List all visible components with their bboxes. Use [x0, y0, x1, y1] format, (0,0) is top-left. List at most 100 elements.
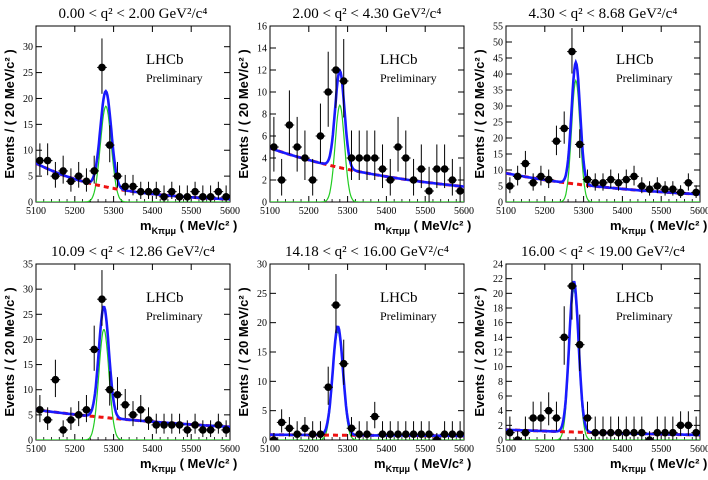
data-point — [270, 432, 279, 440]
y-tick-label: 15 — [23, 120, 33, 131]
x-tick-label: 5100 — [260, 206, 280, 217]
data-point — [190, 181, 200, 199]
data-marker — [129, 182, 137, 191]
data-point — [135, 394, 146, 423]
data-point — [182, 420, 193, 438]
data-point — [36, 143, 45, 176]
y-tick-label: 0 — [262, 198, 267, 209]
y-tick-label: 30 — [493, 102, 503, 113]
data-marker — [622, 428, 631, 437]
x-tick-label: 5400 — [612, 206, 632, 217]
data-marker — [630, 172, 638, 181]
data-point — [536, 165, 546, 186]
y-tick-label: 0 — [262, 436, 267, 447]
data-marker — [575, 140, 584, 149]
data-marker — [152, 421, 161, 429]
data-marker — [433, 165, 441, 173]
panel-title: 4.30 < q² < 8.68 GeV²/c⁴ — [528, 6, 677, 22]
data-point — [506, 416, 515, 440]
data-marker — [144, 416, 153, 424]
data-marker — [622, 175, 631, 184]
data-point — [112, 161, 123, 188]
data-point — [393, 421, 403, 440]
y-tick-label: 5 — [498, 182, 503, 193]
y-tick-label: 10 — [493, 166, 503, 177]
data-marker — [448, 176, 457, 184]
data-marker — [51, 375, 60, 384]
data-marker — [136, 187, 145, 196]
data-point — [424, 166, 434, 202]
data-marker — [308, 430, 317, 438]
data-marker — [552, 137, 561, 145]
data-marker — [168, 421, 176, 429]
chart-panel-5: 5100 5200 5300 5400 5500 5600 0 5 10 15 20 25 30 14.1… — [236, 244, 474, 474]
data-point — [159, 185, 169, 202]
data-point — [629, 416, 639, 440]
x-tick-label: 5600 — [454, 206, 474, 217]
data-marker — [448, 430, 457, 438]
data-point — [66, 407, 76, 430]
data-marker — [409, 430, 418, 438]
data-point — [660, 416, 670, 440]
data-point — [613, 416, 624, 440]
data-point — [205, 185, 216, 202]
x-tick-label: 5500 — [651, 206, 671, 217]
x-tick-label: 5600 — [220, 444, 240, 455]
data-point — [120, 174, 131, 196]
data-point — [300, 417, 310, 437]
data-marker — [513, 172, 522, 181]
chart-panel-1: 5100 5200 5300 5400 5500 5600 0 5 10 15 20 25 30 0.00… — [2, 6, 240, 236]
data-point — [683, 173, 694, 191]
data-point — [143, 181, 154, 199]
data-marker — [402, 154, 410, 162]
data-marker — [129, 411, 137, 419]
data-marker — [521, 428, 530, 437]
data-marker — [676, 421, 685, 430]
data-point — [629, 165, 639, 186]
data-marker — [277, 418, 286, 427]
y-tick-label: 0 — [28, 436, 33, 447]
y-tick-label: 18 — [493, 304, 503, 315]
panel-title: 2.00 < q² < 4.30 GeV²/c⁴ — [292, 6, 441, 22]
data-marker — [440, 165, 449, 173]
data-marker — [614, 428, 623, 437]
data-marker — [529, 179, 537, 187]
data-marker — [222, 193, 230, 201]
data-point — [167, 413, 177, 434]
data-point — [112, 377, 123, 410]
data-point — [551, 401, 562, 431]
data-marker — [638, 428, 646, 437]
status-label: Preliminary — [380, 309, 437, 323]
data-point — [455, 166, 464, 202]
data-point — [393, 116, 403, 172]
data-marker — [316, 132, 325, 140]
data-marker — [583, 175, 592, 184]
data-point — [385, 421, 396, 440]
x-axis-label: mKπμμ ( MeV/c² ) — [374, 218, 471, 236]
data-point — [89, 325, 99, 371]
data-point — [198, 420, 208, 438]
chart-panel-3: 5100 5200 5300 5400 5500 5600 0 5 10 15 20 25 30 35 40… — [472, 6, 708, 236]
data-point — [644, 181, 655, 196]
x-tick-label: 5300 — [104, 206, 124, 217]
data-point — [331, 273, 341, 334]
status-label: Preliminary — [380, 71, 437, 85]
data-marker — [90, 345, 98, 354]
data-marker — [363, 430, 371, 438]
data-point — [213, 413, 224, 434]
data-point — [369, 130, 380, 180]
data-marker — [645, 185, 654, 193]
y-tick-label: 12 — [257, 66, 267, 77]
data-point — [50, 359, 61, 398]
data-point — [89, 155, 99, 184]
data-point — [292, 421, 302, 440]
data-marker — [591, 428, 600, 437]
data-marker — [51, 172, 60, 180]
data-marker — [599, 179, 607, 187]
x-tick-label: 5100 — [26, 206, 46, 217]
data-point — [190, 413, 200, 434]
data-point — [652, 177, 663, 194]
y-tick-label: 22 — [493, 274, 503, 285]
x-tick-label: 5500 — [181, 444, 201, 455]
y-axis-label: Events / ( 20 MeV/c² ) — [472, 49, 487, 178]
